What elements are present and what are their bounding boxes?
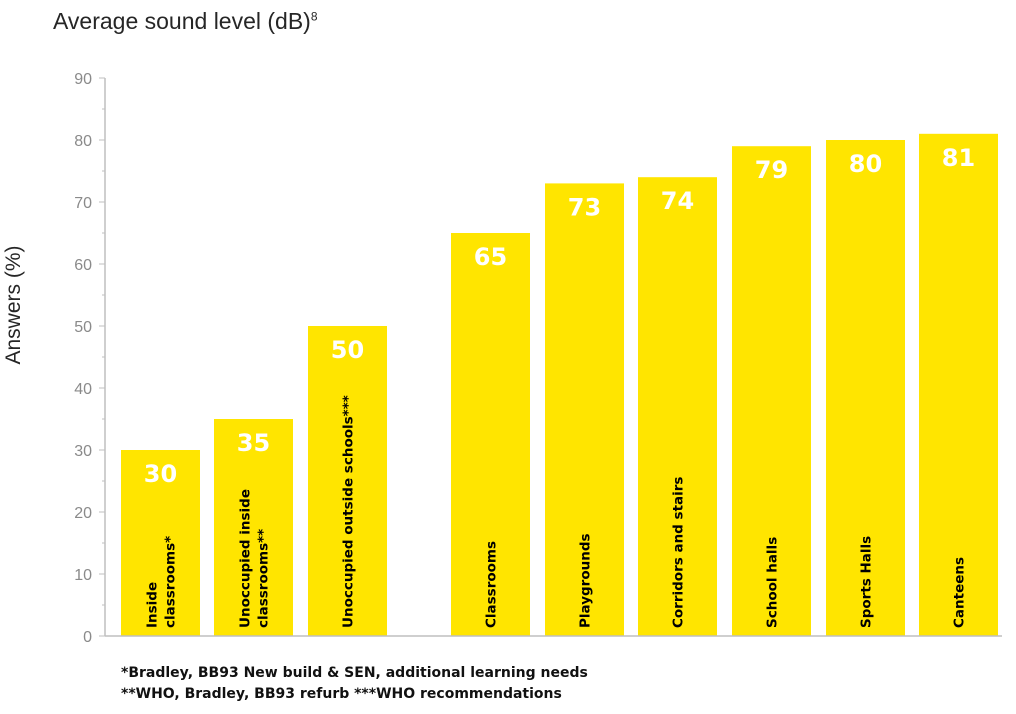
category-label: Corridors and stairs: [671, 477, 687, 628]
bar-value-label: 74: [661, 187, 694, 215]
category-label-line: Sports Halls: [859, 536, 875, 628]
bar-value-label: 80: [849, 150, 882, 178]
bar-value-label: 79: [755, 156, 788, 184]
category-label-line: Playgrounds: [578, 533, 594, 628]
category-label-line: classrooms**: [256, 529, 272, 628]
bar-value-label: 35: [237, 429, 270, 457]
category-label-line: classrooms*: [163, 536, 179, 628]
bar: [638, 177, 717, 636]
category-label: Sports Halls: [859, 536, 875, 628]
footnote-2: **WHO, Bradley, BB93 refurb ***WHO recom…: [121, 686, 562, 702]
bar: [451, 233, 530, 636]
bar: [826, 140, 905, 636]
y-tick-label: 30: [74, 443, 92, 460]
bar: [308, 326, 387, 636]
bar-value-label: 50: [331, 336, 364, 364]
chart-title: Average sound level (dB)8: [53, 8, 318, 35]
footnote-1: *Bradley, BB93 New build & SEN, addition…: [121, 665, 588, 681]
chart-title-superscript: 8: [310, 9, 318, 24]
category-label-line: Inside: [145, 582, 161, 628]
category-label-line: Unoccupied inside: [238, 489, 254, 628]
category-label-line: Unoccupied outside schools***: [341, 395, 357, 628]
bar: [732, 146, 811, 636]
y-tick-label: 40: [74, 381, 92, 398]
y-tick-label: 0: [83, 629, 92, 646]
bar: [919, 133, 998, 637]
category-label: Unoccupied inside classrooms**: [238, 489, 272, 628]
bar-value-label: 73: [568, 193, 601, 221]
category-label-line: Classrooms: [484, 541, 500, 628]
y-axis: 0 10 20 30 40 50 60 70 80 90: [74, 71, 106, 646]
y-tick-label: 10: [74, 567, 92, 584]
bar-value-label: 81: [942, 144, 975, 172]
category-label: Canteens: [952, 557, 968, 628]
y-tick-label: 70: [74, 195, 92, 212]
bar: [121, 450, 200, 636]
bar-value-label: 65: [474, 243, 507, 271]
bar: [545, 183, 624, 636]
y-tick-label: 90: [74, 71, 92, 88]
category-label: Unoccupied outside schools***: [341, 395, 357, 628]
y-tick-label: 60: [74, 257, 92, 274]
y-tick-label: 50: [74, 319, 92, 336]
category-label: Inside classrooms*: [145, 536, 179, 628]
category-label: School halls: [765, 537, 781, 628]
y-tick-label: 20: [74, 505, 92, 522]
category-label-line: School halls: [765, 537, 781, 628]
category-label: Classrooms: [484, 541, 500, 628]
bar-value-label: 30: [144, 460, 177, 488]
y-tick-label: 80: [74, 133, 92, 150]
category-label: Playgrounds: [578, 533, 594, 628]
category-label-line: Corridors and stairs: [671, 477, 687, 628]
category-label-line: Canteens: [952, 557, 968, 628]
bar: [214, 419, 293, 636]
chart-title-text: Average sound level (dB): [53, 8, 311, 34]
